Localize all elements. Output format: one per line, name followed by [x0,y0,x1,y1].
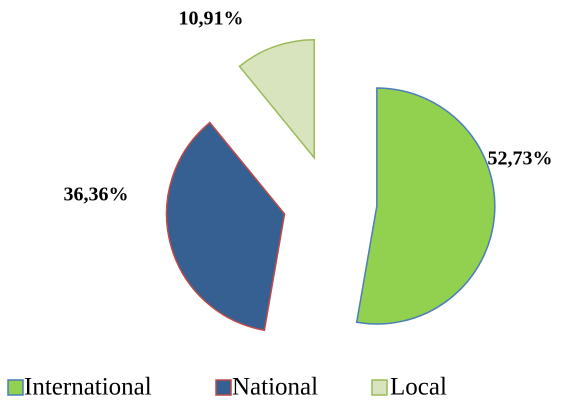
legend-swatch [7,379,24,396]
legend-swatch [371,379,388,396]
legend-swatch [215,379,232,396]
pie-slice [165,121,286,332]
legend-label: International [24,374,152,401]
legend-label: Local [390,374,447,401]
data-label: 36,36% [64,184,129,206]
legend-label: National [232,374,318,401]
pie-slice [355,87,496,325]
data-label: 10,91% [179,8,244,30]
pie-slice [238,38,315,160]
data-label: 52,73% [488,148,553,170]
